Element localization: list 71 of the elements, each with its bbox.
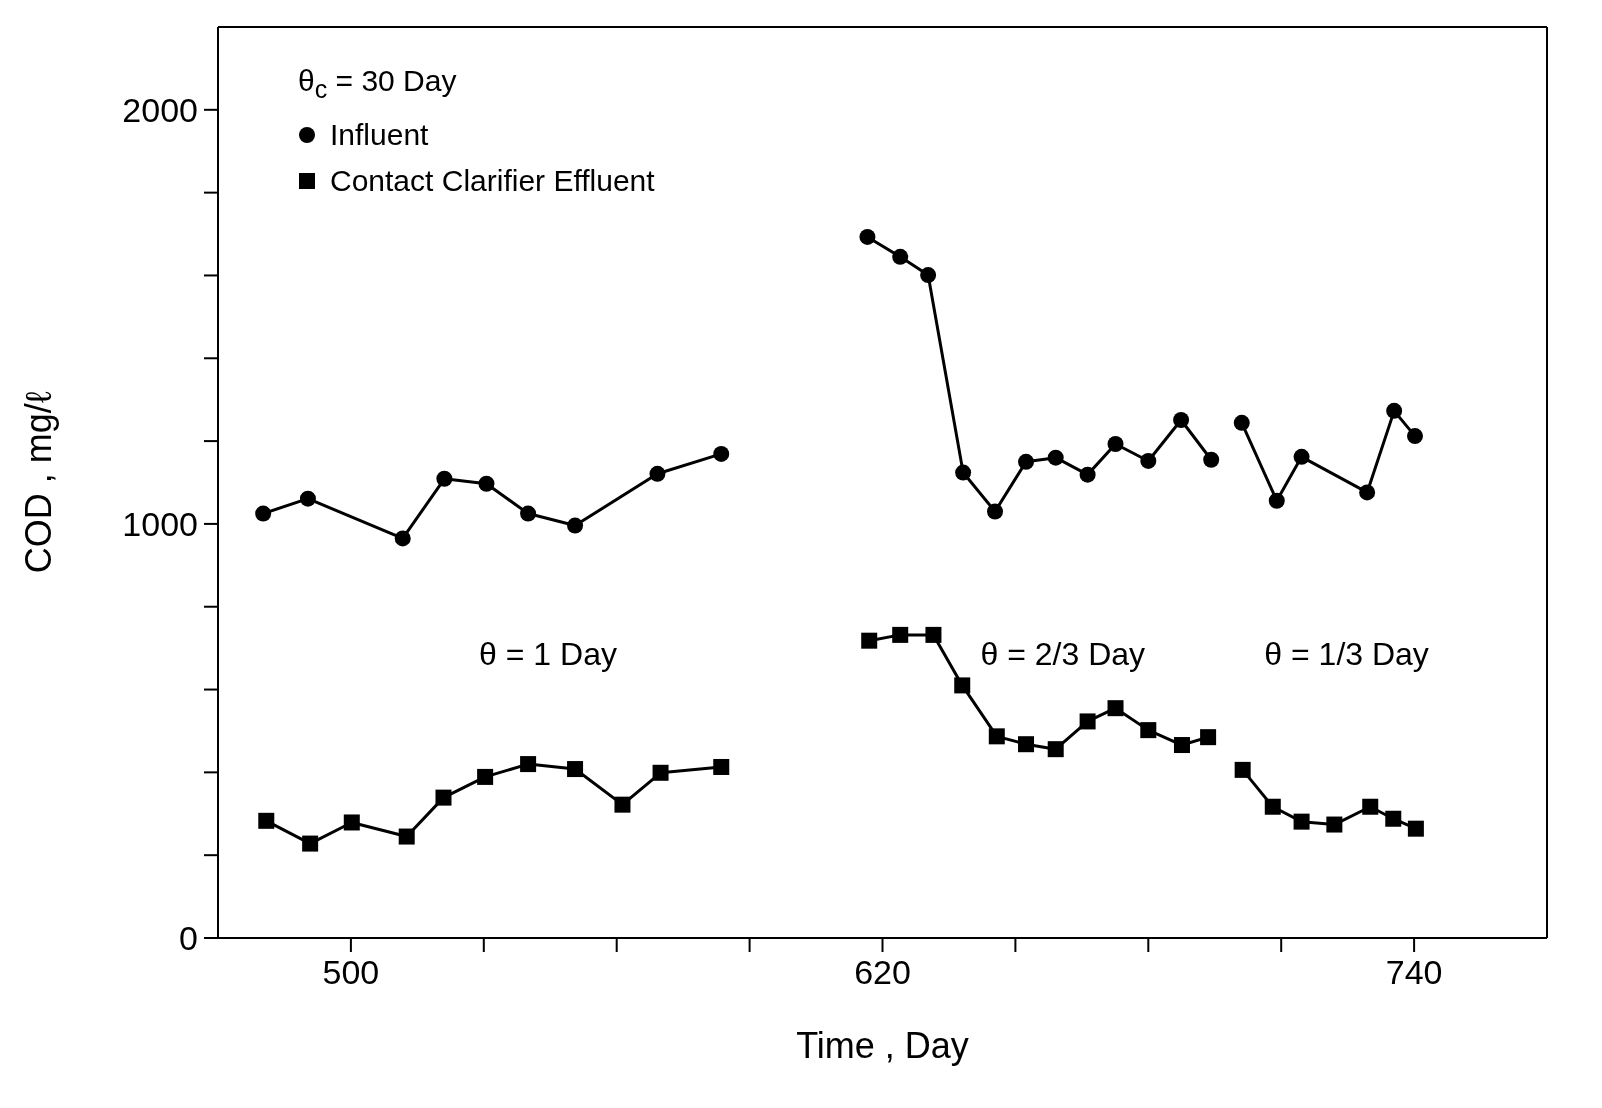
point [255, 505, 272, 522]
point [892, 248, 909, 265]
point [1233, 414, 1250, 431]
point [478, 475, 495, 492]
point [477, 768, 494, 785]
point [1293, 813, 1310, 830]
point [1385, 810, 1402, 827]
point [1079, 713, 1096, 730]
point [435, 789, 452, 806]
legend-title: θ$_{c}$ = 30 Day [298, 63, 458, 105]
point [1079, 466, 1096, 483]
point [302, 835, 319, 852]
point [652, 764, 669, 781]
point [567, 761, 584, 778]
point [614, 796, 631, 813]
point [299, 490, 316, 507]
point [520, 756, 537, 773]
point [1173, 737, 1190, 754]
x-tick-label: 620 [854, 953, 911, 992]
x-axis-title: Time , Day [796, 1025, 969, 1066]
point [1047, 741, 1064, 758]
y-tick-label: 0 [179, 919, 198, 958]
point [861, 632, 878, 649]
point [1140, 722, 1157, 739]
point [1203, 451, 1220, 468]
point [1362, 798, 1379, 815]
point [1107, 700, 1124, 717]
point [954, 677, 971, 694]
point [258, 812, 275, 829]
point [1407, 820, 1424, 837]
point [1173, 411, 1190, 428]
y-tick-label: 1000 [122, 504, 198, 543]
x-tick-label: 740 [1385, 953, 1443, 992]
legend-label: Influent [330, 117, 429, 153]
point [1386, 402, 1403, 419]
point [394, 530, 411, 547]
point [859, 228, 876, 245]
point [892, 626, 909, 643]
y-axis-title: COD , mg/ℓ [17, 391, 59, 574]
point [1200, 729, 1217, 746]
point [567, 517, 584, 534]
point [1234, 761, 1251, 778]
point [398, 828, 415, 845]
point [1326, 816, 1343, 833]
legend-label: Contact Clarifier Effluent [330, 163, 655, 199]
annotation: θ = 1 Day [479, 636, 617, 673]
point [436, 470, 453, 487]
point [1018, 453, 1035, 470]
point [343, 814, 360, 831]
point [1107, 435, 1124, 452]
y-tick-label: 2000 [122, 90, 198, 129]
point [520, 505, 537, 522]
point [1293, 448, 1310, 465]
point [1268, 492, 1285, 509]
point [925, 626, 942, 643]
point [1047, 449, 1064, 466]
point [1018, 736, 1035, 753]
annotation: θ = 2/3 Day [980, 636, 1146, 673]
annotation: θ = 1/3 Day [1264, 636, 1429, 673]
point [1264, 798, 1281, 815]
point [713, 445, 730, 462]
point [920, 267, 937, 284]
point [987, 503, 1004, 520]
point [713, 758, 730, 775]
point [988, 728, 1005, 745]
point [1359, 484, 1376, 501]
point [1406, 428, 1423, 445]
point [955, 464, 972, 481]
point [1140, 452, 1157, 469]
point [649, 465, 666, 482]
x-tick-label: 500 [322, 953, 380, 992]
